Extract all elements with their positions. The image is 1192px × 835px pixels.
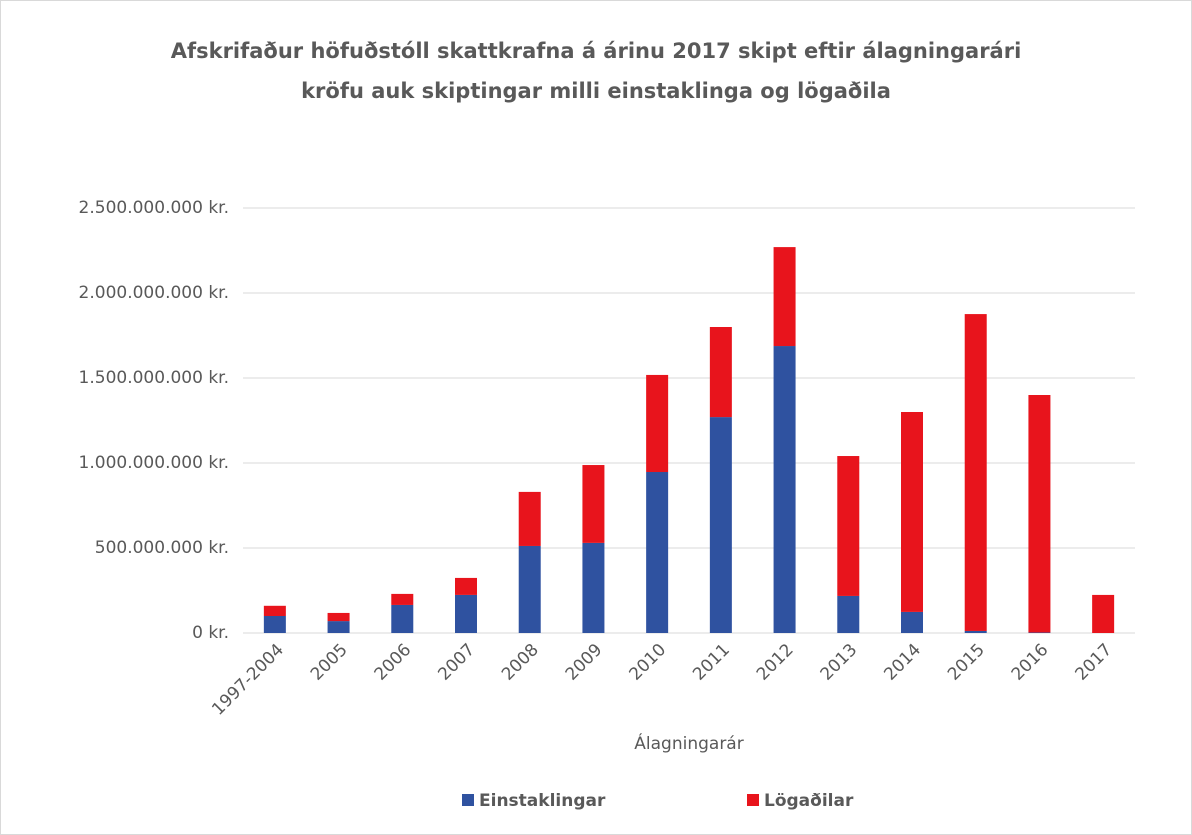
bar-segment — [263, 605, 286, 616]
bar-segment — [709, 327, 732, 418]
bar-segment — [455, 577, 477, 595]
x-axis-title: Álagningarár — [634, 732, 743, 754]
y-tick-label: 2.000.000.000 kr. — [79, 283, 229, 303]
y-tick-label: 1.000.000.000 kr. — [79, 453, 229, 473]
chart-title: kröfu auk skiptingar milli einstaklinga … — [301, 79, 891, 103]
y-tick-label: 500.000.000 kr. — [95, 538, 229, 558]
bar-segment — [964, 630, 987, 633]
bar-segment — [964, 314, 987, 631]
bar-segment — [327, 612, 350, 622]
legend-label: Lögaðilar — [764, 791, 854, 811]
bar-segment — [263, 616, 286, 633]
legend-swatch — [747, 794, 759, 806]
bar-segment — [518, 545, 541, 633]
bar-segment — [773, 247, 796, 347]
bar-segment — [773, 346, 796, 633]
bar-segment — [837, 595, 860, 633]
bar-segment — [391, 593, 414, 605]
y-tick-label: 0 kr. — [192, 623, 229, 643]
bar-segment — [582, 465, 605, 543]
bar-segment — [1028, 395, 1051, 633]
bar-segment — [582, 542, 605, 633]
bar-segment — [837, 456, 860, 596]
bar-segment — [518, 491, 541, 546]
legend-label: Einstaklingar — [479, 791, 606, 811]
bar-segment — [1028, 632, 1051, 633]
chart-title: Afskrifaður höfuðstóll skattkrafna á ári… — [171, 39, 1022, 63]
bar-segment — [646, 374, 669, 473]
y-tick-label: 1.500.000.000 kr. — [79, 368, 229, 388]
bar-segment — [709, 417, 732, 633]
legend-swatch — [462, 794, 474, 806]
bar-segment — [646, 472, 669, 633]
bar-segment — [455, 594, 477, 633]
bar-segment — [391, 604, 414, 633]
y-tick-label: 2.500.000.000 kr. — [79, 198, 229, 218]
bar-segment — [327, 621, 350, 633]
bar-segment — [901, 412, 923, 612]
bar-segment — [1092, 594, 1115, 633]
bar-segment — [901, 611, 923, 633]
